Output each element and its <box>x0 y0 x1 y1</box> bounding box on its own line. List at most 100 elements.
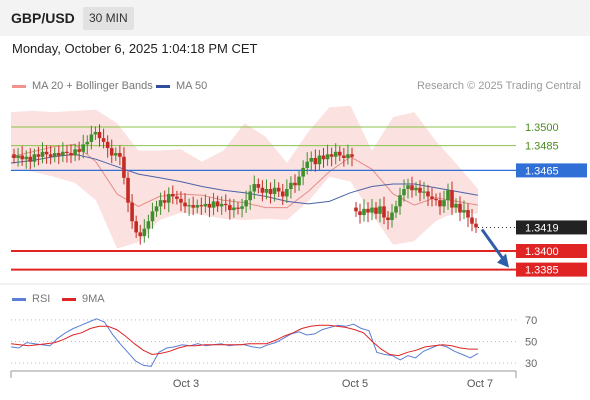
level-text-1.3400: 1.3400 <box>525 246 559 258</box>
candle-b-candle-13 <box>406 185 410 189</box>
level-label-1.3465: 1.3465 <box>516 163 587 178</box>
candle-b-candle-25 <box>454 203 458 208</box>
candle-a-candle-74 <box>313 158 318 165</box>
candle-a-candle-73 <box>309 158 314 162</box>
candle-a-candle-77 <box>325 154 330 160</box>
candle-b-candle-28 <box>466 210 470 218</box>
candle-a-candle-56 <box>240 206 244 209</box>
rsi-ma-swatch <box>62 297 76 301</box>
candle-a-candle-64 <box>272 187 277 194</box>
level-tag-1.3400 <box>516 244 587 258</box>
candle-b-candle-7 <box>382 206 386 218</box>
candle-a-candle-27 <box>122 156 126 178</box>
candle-a-candle-8 <box>44 151 49 155</box>
candle-a-candle-33 <box>146 221 151 229</box>
candle-a-candle-79 <box>333 151 338 157</box>
legend-rsi-label: RSI <box>32 293 51 305</box>
ma50-swatch <box>156 84 170 88</box>
level-label-1.3500: 1.3500 <box>525 122 559 134</box>
level-text-1.3465: 1.3465 <box>525 165 559 177</box>
candle-a-candle-69 <box>293 182 297 186</box>
candle-a-candle-19 <box>89 134 94 142</box>
candle-a-candle-24 <box>109 148 114 156</box>
research-credit: Research © 2025 Trading Central <box>416 80 581 92</box>
rsi-tick-30: 30 <box>525 358 537 370</box>
x-tick-Oct-5: Oct 5 <box>342 378 368 390</box>
candle-a-candle-37 <box>162 200 167 203</box>
level-text-1.3385: 1.3385 <box>525 265 559 277</box>
level-tag-1.3385 <box>516 262 587 277</box>
candle-a-candle-47 <box>203 203 208 207</box>
rsi-tick-50: 50 <box>525 337 537 349</box>
candle-a-candle-6 <box>36 154 41 157</box>
candle-a-candle-66 <box>280 191 285 197</box>
candle-a-candle-7 <box>40 151 45 157</box>
symbol-title: GBP/USD <box>11 10 75 26</box>
candle-b-candle-10 <box>394 206 398 213</box>
candle-b-candle-18 <box>426 191 430 197</box>
candle-a-candle-38 <box>166 193 171 203</box>
candle-a-candle-71 <box>301 167 305 177</box>
legend-ma20-label: MA 20 + Bollinger Bands <box>32 80 153 92</box>
level-label-1.3385: 1.3385 <box>516 262 587 277</box>
candle-a-candle-17 <box>81 144 86 152</box>
candle-a-candle-18 <box>85 141 90 145</box>
candle-a-candle-21 <box>97 131 102 139</box>
candle-a-candle-29 <box>130 202 134 222</box>
level-label-1.3400: 1.3400 <box>516 244 587 258</box>
candle-b-candle-30 <box>474 223 478 228</box>
candle-a-candle-10 <box>52 153 57 157</box>
candle-a-candle-39 <box>171 193 175 197</box>
candle-a-candle-57 <box>244 200 248 207</box>
forecast-arrow-head <box>497 253 509 268</box>
candle-a-candle-78 <box>329 154 334 157</box>
x-tick-Oct-3: Oct 3 <box>173 378 199 390</box>
candle-b-candle-24 <box>450 190 454 208</box>
candle-a-candle-40 <box>175 196 179 199</box>
candle-a-candle-54 <box>232 207 236 211</box>
candle-b-candle-6 <box>378 206 382 214</box>
candle-a-candle-72 <box>305 161 310 168</box>
rsi-tick-70: 70 <box>525 315 537 327</box>
legend-ma20-bb: MA 20 + Bollinger Bands <box>12 80 153 92</box>
candle-a-candle-3 <box>24 156 29 160</box>
candle-a-candle-76 <box>321 155 326 160</box>
legend-ma50-label: MA 50 <box>176 80 208 92</box>
candle-b-candle-2 <box>362 208 366 216</box>
forecast-arrow-shaft <box>480 228 507 263</box>
candle-a-candle-83 <box>350 154 354 157</box>
candle-a-candle-1 <box>16 155 20 158</box>
candle-a-candle-59 <box>252 184 257 192</box>
candle-a-candle-62 <box>264 189 269 193</box>
candle-a-candle-30 <box>134 221 138 233</box>
level-tag-1.3465 <box>516 163 587 178</box>
candle-b-candle-1 <box>358 211 362 216</box>
timeframe-button[interactable]: 30 MIN <box>83 7 134 30</box>
rsi-swatch <box>12 297 26 301</box>
candle-b-candle-23 <box>446 190 450 201</box>
legend-ma50: MA 50 <box>156 80 207 92</box>
candle-a-candle-2 <box>20 155 24 160</box>
candle-a-candle-26 <box>118 153 122 157</box>
candle-a-candle-70 <box>297 176 301 186</box>
level-text-1.3419: 1.3419 <box>525 222 559 234</box>
candle-b-candle-16 <box>418 187 422 193</box>
rsi-panel: 70 50 30 <box>10 315 537 370</box>
level-text-1.3500: 1.3500 <box>525 122 559 134</box>
candle-a-candle-80 <box>337 151 342 156</box>
candle-a-candle-49 <box>211 201 216 208</box>
candle-a-candle-31 <box>138 232 143 237</box>
candle-a-candle-55 <box>236 207 240 209</box>
ma20-swatch <box>12 84 26 88</box>
candle-a-candle-52 <box>223 203 228 206</box>
candle-a-candle-63 <box>268 189 273 194</box>
candle-a-candle-68 <box>289 182 293 189</box>
candle-a-candle-51 <box>219 203 224 207</box>
candle-a-candle-15 <box>73 149 77 156</box>
candle-a-candle-45 <box>195 205 200 208</box>
x-axis: Oct 3 Oct 5 Oct 7 <box>10 370 517 390</box>
candle-a-candle-61 <box>260 187 265 193</box>
candle-a-candle-35 <box>154 206 159 212</box>
candle-a-candle-13 <box>65 151 69 154</box>
